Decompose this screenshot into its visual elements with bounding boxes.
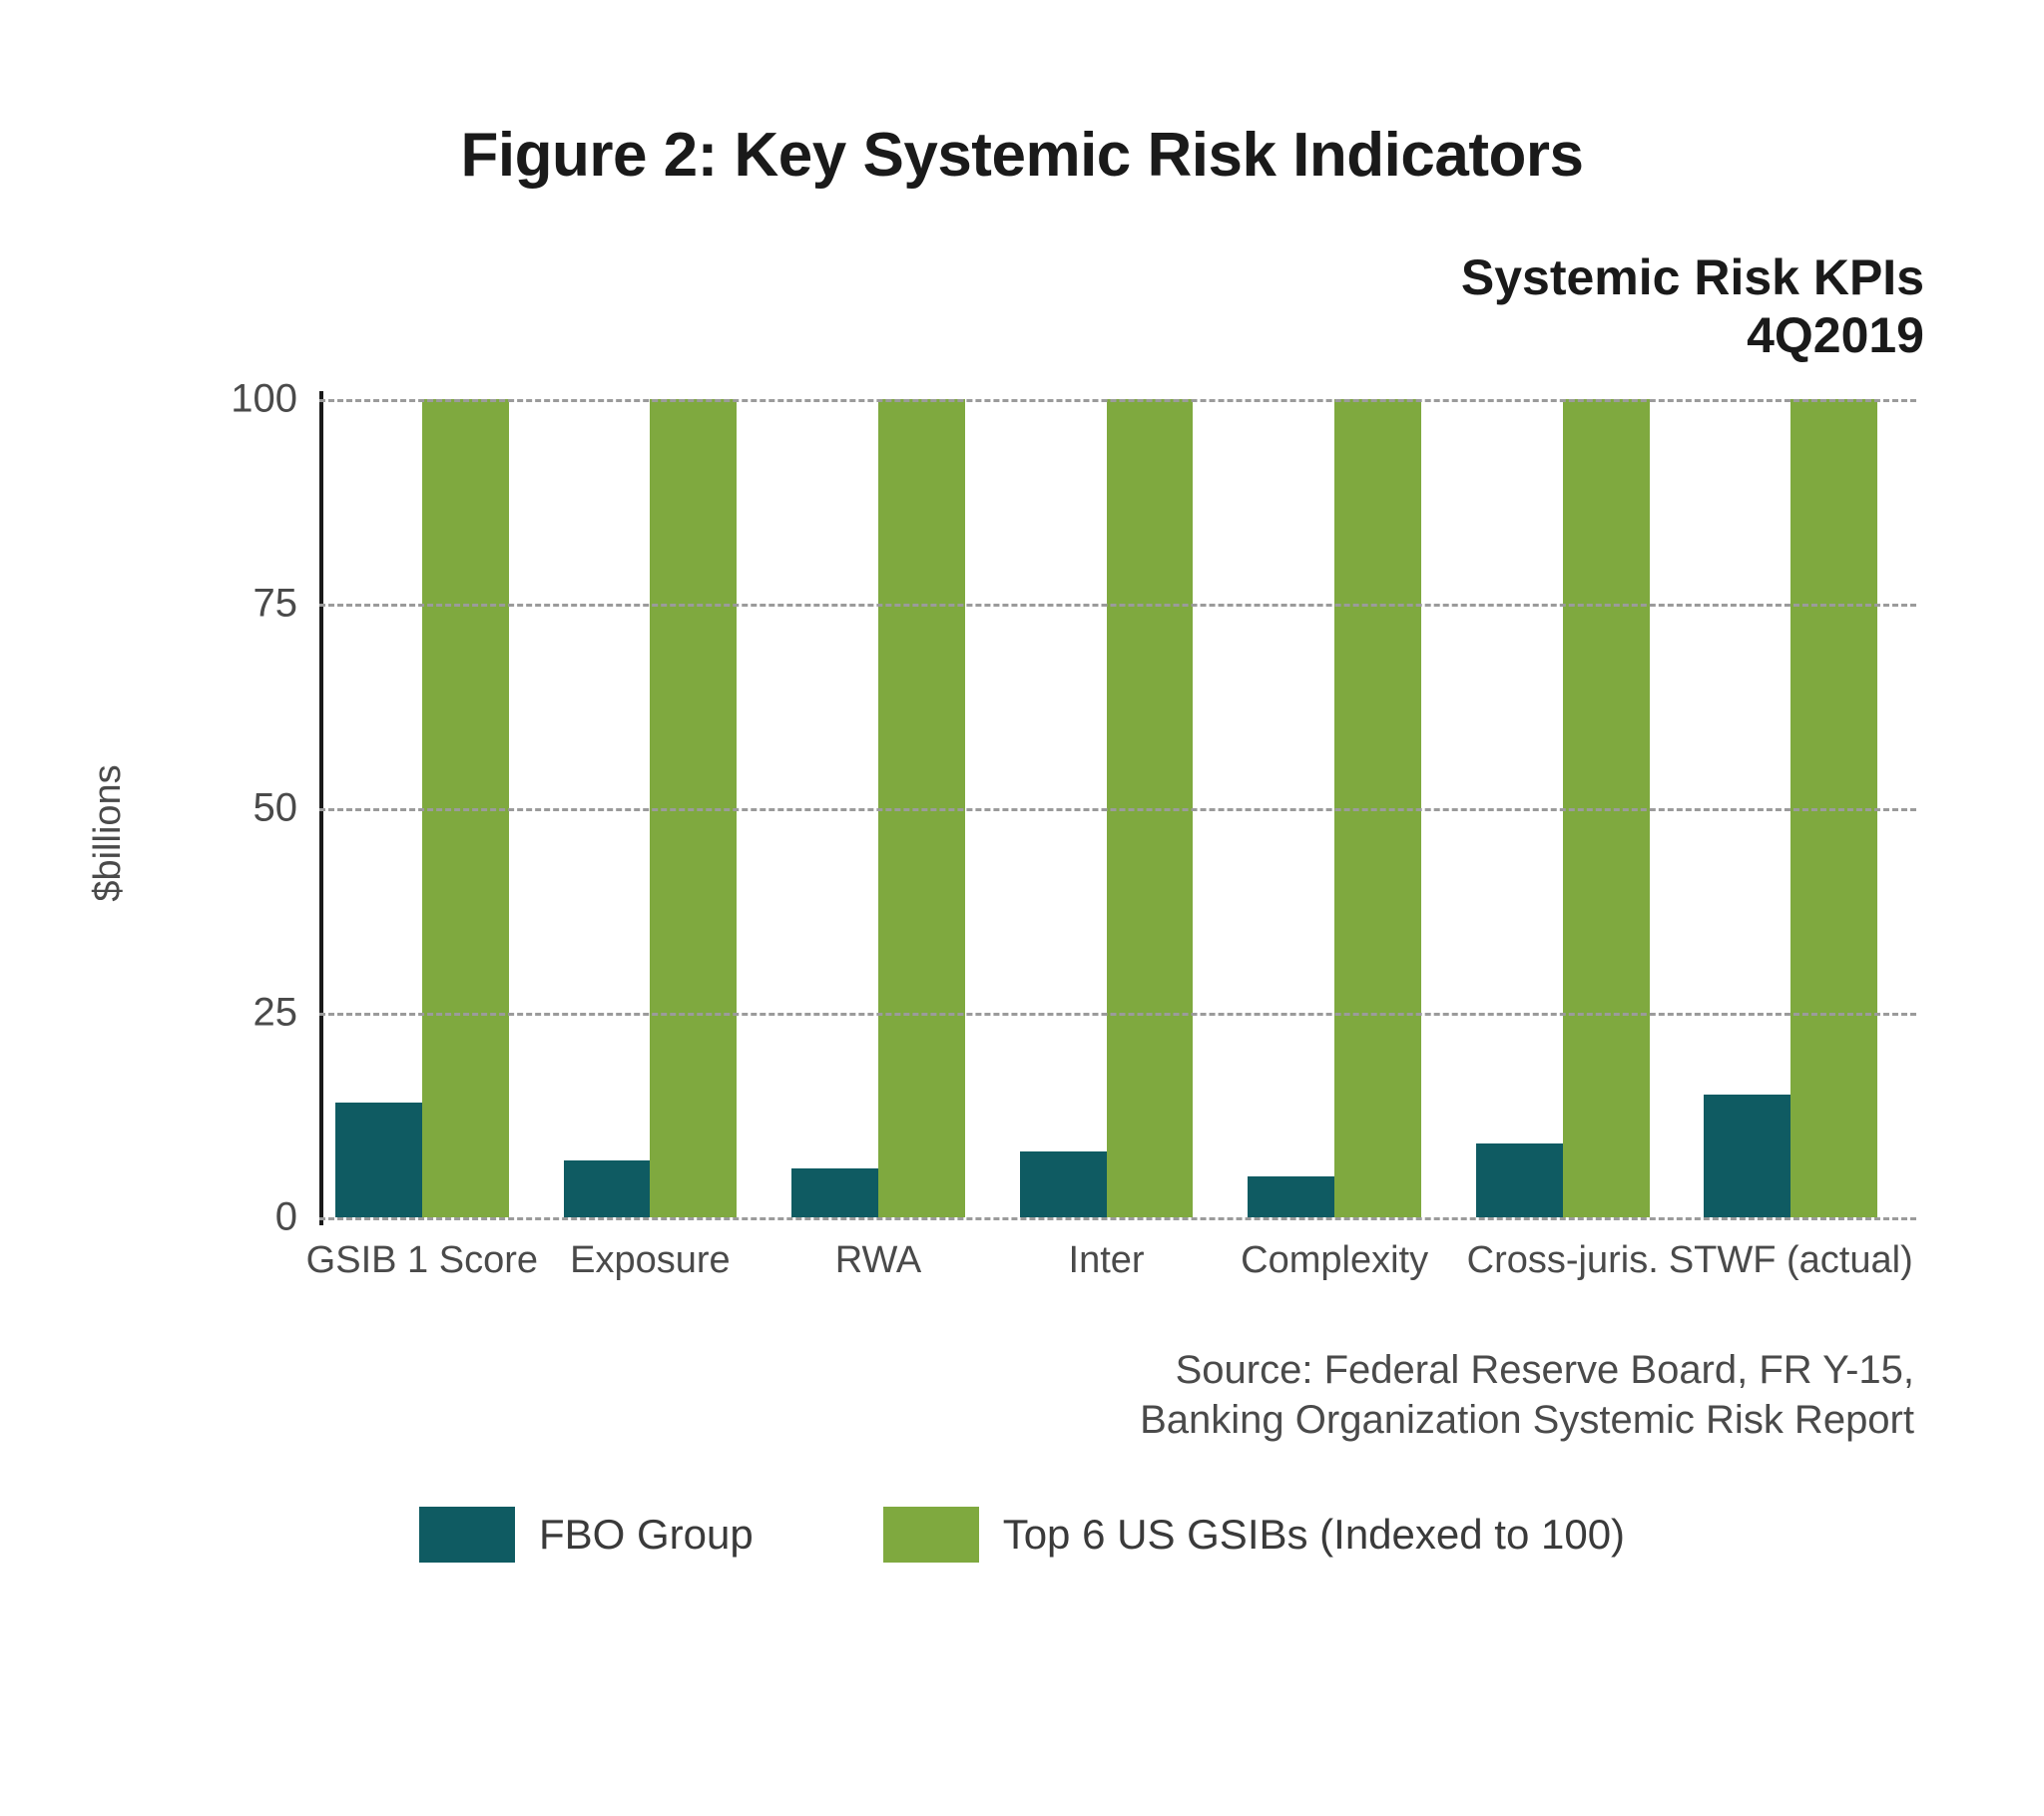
- bar-fbo: [1020, 1151, 1107, 1217]
- y-tick-label: 100: [208, 377, 297, 422]
- bar-fbo: [1476, 1143, 1563, 1217]
- legend-label: Top 6 US GSIBs (Indexed to 100): [1003, 1511, 1625, 1559]
- x-axis: GSIB 1 ScoreExposureRWAInterComplexityCr…: [319, 1239, 1916, 1319]
- legend: FBO Group Top 6 US GSIBs (Indexed to 100): [0, 1507, 2044, 1563]
- figure-container: Figure 2: Key Systemic Risk Indicators S…: [0, 0, 2044, 1816]
- gridline: [319, 1217, 1916, 1220]
- y-axis: 0255075100: [210, 399, 309, 1217]
- bar-fbo: [335, 1103, 422, 1217]
- plot-area: [319, 399, 1916, 1217]
- gridline: [319, 399, 1916, 402]
- figure-subtitle: Systemic Risk KPIs 4Q2019: [1461, 249, 1924, 364]
- y-tick-label: 0: [208, 1195, 297, 1240]
- gridline: [319, 604, 1916, 607]
- y-tick-label: 25: [208, 991, 297, 1036]
- y-tick-label: 75: [208, 582, 297, 627]
- x-tick-label: STWF (actual): [1669, 1239, 1913, 1282]
- legend-item: FBO Group: [419, 1507, 754, 1563]
- y-tick-label: 50: [208, 786, 297, 831]
- subtitle-line-2: 4Q2019: [1461, 307, 1924, 365]
- bar-chart: $billions 0255075100 GSIB 1 ScoreExposur…: [210, 399, 1926, 1267]
- source-line-1: Source: Federal Reserve Board, FR Y-15,: [1140, 1345, 1914, 1395]
- x-tick-label: RWA: [835, 1239, 922, 1282]
- x-tick-label: Exposure: [570, 1239, 731, 1282]
- gridline: [319, 808, 1916, 811]
- bar-fbo: [1248, 1176, 1334, 1217]
- x-tick-label: Inter: [1069, 1239, 1145, 1282]
- gridline: [319, 1013, 1916, 1016]
- legend-swatch: [883, 1507, 979, 1563]
- bar-fbo: [791, 1168, 878, 1217]
- x-tick-label: GSIB 1 Score: [306, 1239, 538, 1282]
- source-citation: Source: Federal Reserve Board, FR Y-15, …: [1140, 1345, 1914, 1445]
- x-tick-label: Cross-juris.: [1467, 1239, 1659, 1282]
- figure-title: Figure 2: Key Systemic Risk Indicators: [0, 120, 2044, 191]
- x-tick-label: Complexity: [1241, 1239, 1428, 1282]
- subtitle-line-1: Systemic Risk KPIs: [1461, 249, 1924, 307]
- bar-fbo: [564, 1160, 651, 1217]
- bar-fbo: [1704, 1095, 1790, 1217]
- source-line-2: Banking Organization Systemic Risk Repor…: [1140, 1395, 1914, 1445]
- legend-swatch: [419, 1507, 515, 1563]
- legend-label: FBO Group: [539, 1511, 754, 1559]
- y-axis-label: $billions: [87, 764, 130, 901]
- legend-item: Top 6 US GSIBs (Indexed to 100): [883, 1507, 1625, 1563]
